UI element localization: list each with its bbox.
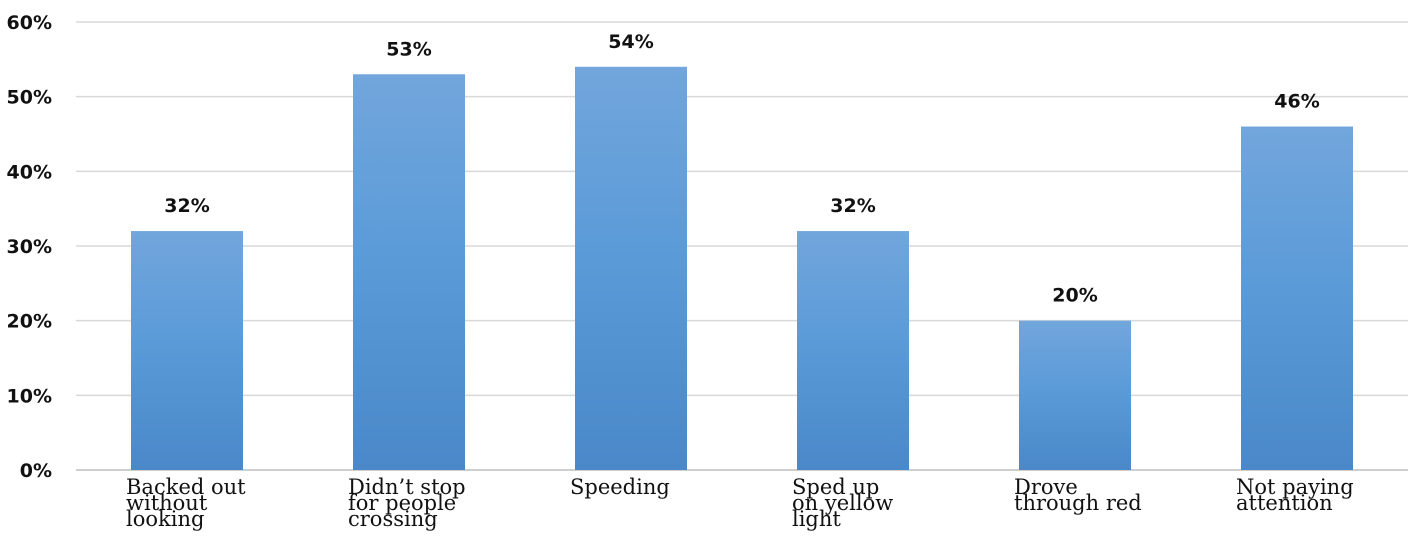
x-tick-label: Didn’t stop for people crossing (348, 475, 466, 531)
x-axis-ticks: Backed out without looking Didn’t stop for p… (126, 475, 1354, 531)
bars (131, 66, 1353, 471)
x-tick-label: Drove through red (1014, 475, 1142, 515)
x-tick-label: Not paying attention (1236, 475, 1354, 515)
x-tick-label-line: crossing (348, 507, 438, 531)
x-tick-label-line: through red (1014, 491, 1142, 515)
bar (575, 66, 687, 471)
bar (1019, 320, 1131, 470)
gridlines (76, 21, 1408, 471)
data-labels: 32% 53% 54% 32% 20% 46% (164, 31, 1319, 307)
data-label: 32% (830, 195, 875, 217)
x-tick-label-line: Backed out (126, 475, 246, 499)
data-label: 53% (386, 38, 431, 60)
y-tick-label: 50% (7, 87, 52, 109)
x-tick-label-line: on yellow (792, 491, 893, 515)
y-tick-label: 20% (7, 311, 52, 333)
y-tick-label: 40% (7, 161, 52, 183)
data-label: 54% (608, 31, 653, 53)
x-tick-label: Sped up on yellow light (792, 475, 893, 531)
data-label: 46% (1274, 91, 1319, 113)
bar (797, 231, 909, 470)
y-tick-label: 10% (7, 385, 52, 407)
y-tick-label: 30% (7, 236, 52, 258)
data-label: 32% (164, 195, 209, 217)
x-tick-label-line: looking (126, 507, 204, 531)
x-tick-label-line: Drove (1014, 475, 1078, 499)
x-tick-label: Backed out without looking (126, 475, 246, 531)
x-tick-label-line: Sped up (792, 475, 879, 499)
x-tick-label-line: for people (348, 491, 456, 515)
bar (353, 74, 465, 471)
x-tick-label-line: light (792, 507, 841, 531)
x-tick-label-line: Not paying (1236, 475, 1354, 499)
x-tick-label-line: Didn’t stop (348, 475, 466, 499)
x-tick-label-line: attention (1236, 491, 1333, 515)
x-tick-label-line: without (126, 491, 208, 515)
x-tick-label-line: Speeding (570, 475, 670, 499)
bar (131, 231, 243, 470)
y-tick-label: 0% (20, 460, 52, 482)
y-tick-label: 60% (7, 12, 52, 34)
y-axis-ticks: 0% 10% 20% 30% 40% 50% 60% (7, 12, 52, 482)
bar (1241, 126, 1353, 471)
data-label: 20% (1052, 285, 1097, 307)
x-tick-label: Speeding (570, 475, 670, 499)
